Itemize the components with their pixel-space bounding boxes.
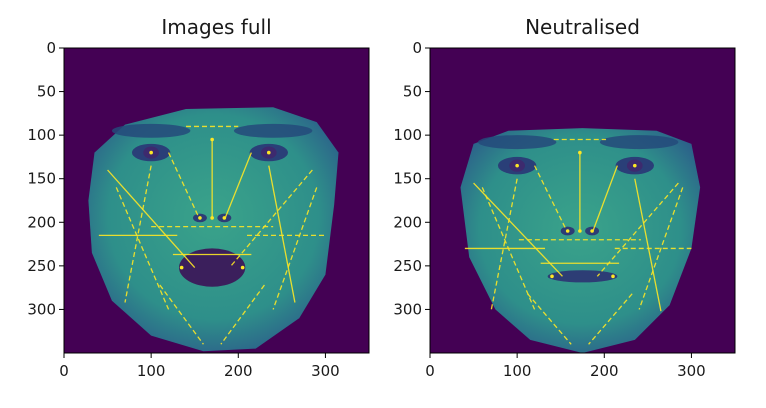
landmark-point — [578, 150, 582, 155]
subplot-title: Neutralised — [525, 15, 640, 39]
landmark-point — [515, 163, 519, 168]
landmark-line — [533, 165, 568, 232]
landmark-point — [149, 150, 153, 155]
landmark-point — [590, 229, 594, 233]
y-tick-label: 0 — [46, 39, 56, 57]
y-tick-label: 50 — [37, 83, 56, 101]
landmark-line — [527, 293, 572, 345]
y-tick-label: 200 — [27, 213, 56, 231]
landmark-line — [220, 284, 265, 345]
landmark-point — [550, 274, 554, 279]
landmark-line — [634, 178, 662, 312]
landmark-point — [266, 150, 271, 155]
axes-frame — [63, 47, 370, 354]
landmark-point — [565, 229, 570, 233]
axes-frame — [429, 47, 736, 354]
brow-1 — [477, 135, 557, 150]
y-tick-label: 300 — [27, 300, 56, 318]
landmark-line — [268, 165, 296, 303]
x-tick-label: 0 — [425, 362, 435, 380]
y-tick-label: 0 — [412, 39, 422, 57]
landmark-point — [222, 216, 227, 220]
landmark-line — [107, 169, 196, 269]
landmark-line — [124, 165, 152, 303]
landmark-line — [159, 284, 204, 345]
landmark-point — [210, 216, 214, 220]
brow-2 — [233, 123, 313, 138]
mouth — [547, 270, 618, 283]
y-tick-label: 150 — [393, 170, 422, 188]
brow-1 — [111, 123, 191, 138]
x-tick-label: 0 — [59, 362, 69, 380]
landmark-line — [481, 187, 536, 310]
y-tick-label: 250 — [393, 257, 422, 275]
x-tick-label: 300 — [677, 362, 706, 380]
y-tick-label: 300 — [393, 300, 422, 318]
landmark-line — [490, 178, 518, 312]
landmark-line — [638, 187, 684, 310]
y-tick-label: 50 — [403, 83, 422, 101]
x-tick-label: 300 — [311, 362, 340, 380]
y-tick-label: 250 — [27, 257, 56, 275]
face-image — [88, 107, 339, 352]
landmark-line — [272, 187, 318, 310]
brow-2 — [599, 135, 679, 150]
landmark-line — [115, 187, 170, 310]
face-image — [460, 128, 701, 353]
landmark-point — [240, 265, 245, 270]
mouth — [179, 248, 246, 287]
landmark-point — [611, 274, 615, 279]
y-tick-label: 100 — [27, 126, 56, 144]
landmark-point — [210, 137, 214, 142]
landmark-line — [224, 152, 252, 219]
landmark-point — [198, 216, 202, 220]
landmark-point — [632, 163, 637, 168]
subplot-1: 0 100 200 300 0 50 100 150 200 250 300 Images full — [27, 15, 370, 380]
landmark-line — [167, 152, 200, 219]
x-tick-label: 200 — [590, 362, 619, 380]
y-tick-label: 200 — [393, 213, 422, 231]
landmark-line — [592, 165, 618, 232]
x-tick-label: 100 — [503, 362, 532, 380]
landmark-line — [588, 293, 633, 345]
landmark-point — [578, 229, 582, 233]
landmark-point — [179, 265, 184, 270]
landmark-line — [229, 169, 313, 269]
landmark-line — [473, 182, 563, 277]
subplot-2: 0 100 200 300 0 50 100 150 200 250 300 Neutralised — [393, 15, 736, 380]
subplot-title: Images full — [161, 15, 271, 39]
face-region — [460, 128, 701, 353]
x-tick-label: 100 — [137, 362, 166, 380]
x-tick-label: 200 — [224, 362, 253, 380]
y-tick-label: 100 — [393, 126, 422, 144]
y-tick-label: 150 — [27, 170, 56, 188]
landmark-line — [596, 182, 679, 277]
